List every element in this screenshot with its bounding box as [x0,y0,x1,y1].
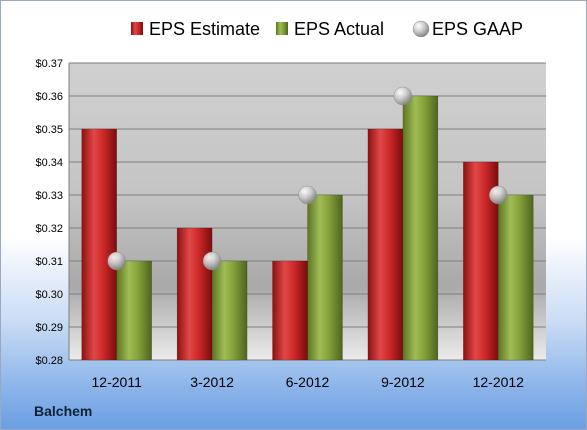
y-tick-label: $0.32 [35,223,63,235]
legend-swatch [412,20,430,38]
x-axis: 12-2011 3-2012 6-2012 9-2012 12-2012 [92,374,525,390]
y-tick-label: $0.35 [35,124,63,136]
bar-eps-actual [116,260,152,361]
y-tick-label: $0.37 [35,58,63,70]
legend-label: EPS Actual [294,19,384,39]
legend-label: EPS GAAP [432,19,523,39]
bar-eps-estimate [176,227,213,361]
point-eps-gaap [489,185,508,205]
bar-eps-estimate [272,260,308,361]
bar-eps-actual [402,95,439,361]
legend-label: EPS Estimate [149,19,260,39]
y-tick-label: $0.29 [35,322,63,334]
legend-swatch [276,22,288,35]
point-eps-gaap [202,251,222,271]
bar-eps-estimate [81,128,117,361]
y-tick-label: $0.33 [35,190,63,202]
y-tick-label: $0.28 [35,355,63,367]
bar-eps-actual [307,194,343,361]
x-tick-label: 6-2012 [286,374,330,390]
legend-swatch [131,22,143,35]
gaap-points [107,86,508,271]
y-tick-label: $0.34 [35,157,63,169]
x-tick-label: 12-2012 [473,374,525,390]
company-name: Balchem [34,403,93,419]
bar-eps-actual [211,260,248,361]
y-tick-label: $0.30 [35,289,63,301]
point-eps-gaap [298,185,317,205]
x-tick-label: 3-2012 [190,374,234,390]
y-tick-label: $0.36 [35,91,63,103]
point-eps-gaap [393,86,413,106]
bars [81,95,534,361]
legend: EPS Estimate EPS Actual EPS GAAP [131,19,523,39]
x-tick-label: 12-2011 [92,374,143,390]
y-axis: $0.28 $0.29 $0.30 $0.31 $0.32 $0.33 $0.34 $0.35… [35,58,70,367]
x-tick-label: 9-2012 [381,374,425,390]
bar-eps-actual [498,194,534,361]
point-eps-gaap [107,251,126,271]
y-tick-label: $0.31 [35,256,63,268]
bar-eps-estimate [367,128,404,361]
